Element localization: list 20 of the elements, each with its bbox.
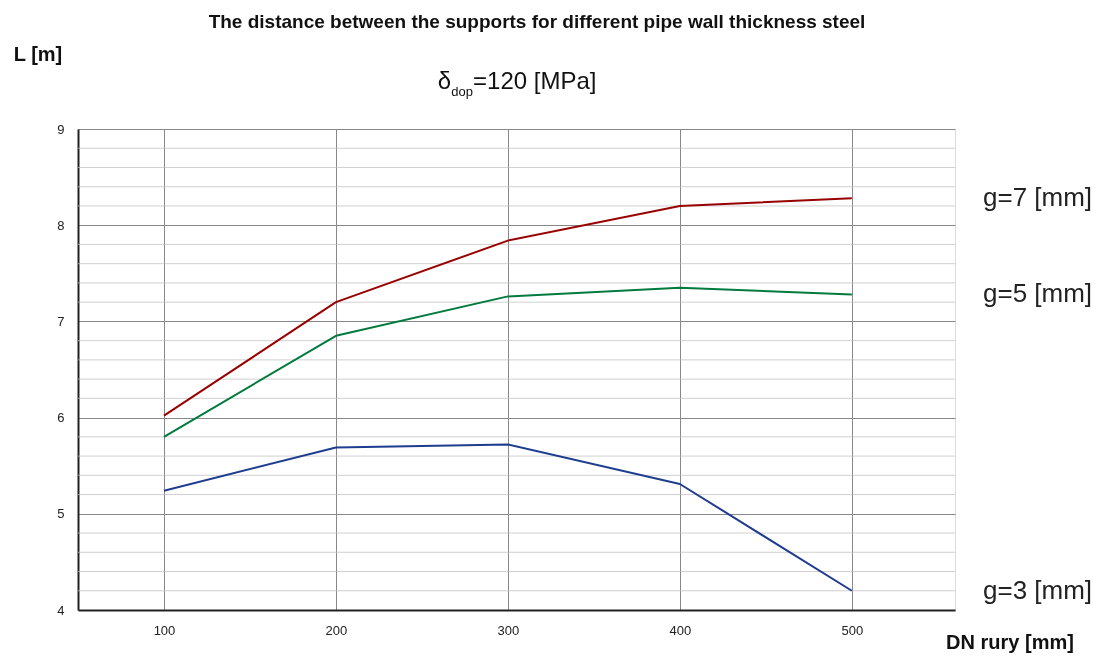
line-series [162,197,853,417]
x-tick-label: 400 [669,622,692,638]
line-series [162,443,853,592]
line-series [162,286,853,438]
text: g=7 [mm] [983,182,1093,213]
x-tick-label: 200 [325,622,348,638]
y-tick-label: 6 [57,410,65,426]
x-tick-label: 500 [841,622,864,638]
y-tick-label: 7 [57,313,65,329]
text: g=3 [mm] [983,574,1093,605]
x-tick-label: 100 [153,622,176,638]
y-tick-label: 5 [57,506,65,522]
x-tick-label: 300 [497,622,520,638]
y-tick-label: 9 [57,121,65,137]
text: g=5 [mm] [983,278,1093,309]
y-tick-label: 8 [57,217,65,233]
chart-title: The distance between the supports for different pipe wall thickness steel [208,11,866,32]
x-axis-title: DN rury [mm] [946,631,1074,653]
y-axis-title: L [m] [13,43,63,65]
y-tick-label: 4 [57,602,65,618]
